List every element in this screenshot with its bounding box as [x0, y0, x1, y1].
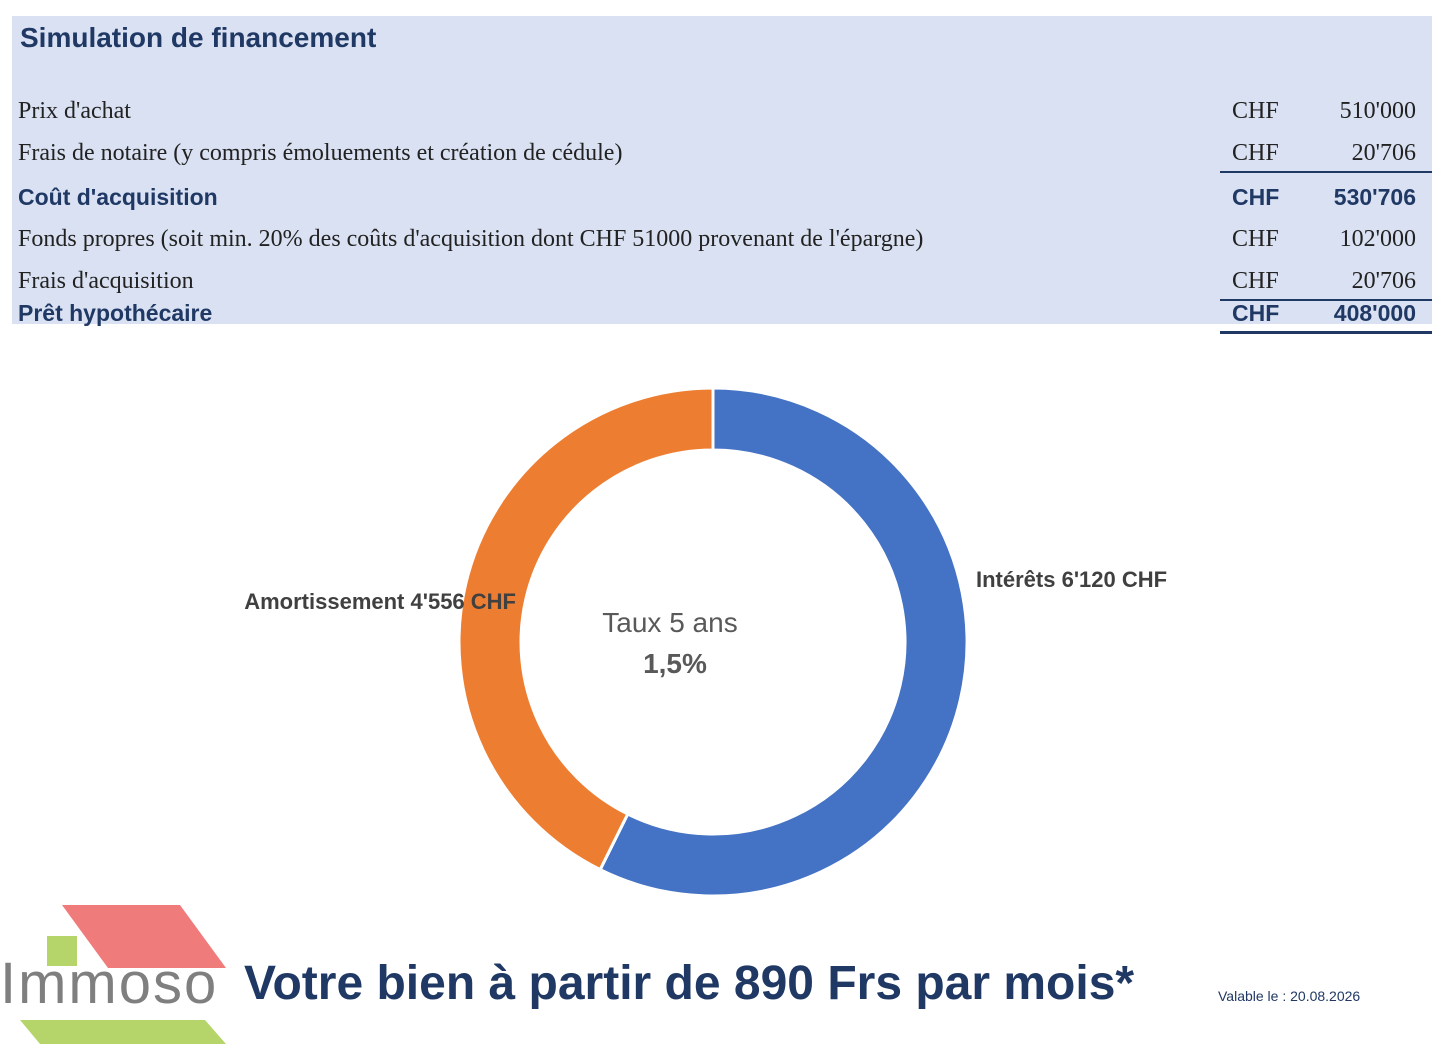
row-label: Coût d'acquisition: [18, 184, 218, 210]
validity-date: Valable le : 20.08.2026: [1218, 988, 1361, 1004]
row-label: Fonds propres (soit min. 20% des coûts d…: [18, 226, 924, 252]
table-row: Coût d'acquisition CHF 530'706: [12, 178, 1432, 214]
table-row: Fonds propres (soit min. 20% des coûts d…: [12, 222, 1432, 258]
slice-label-interets: Intérêts 6'120 CHF: [976, 567, 1167, 592]
financing-simulation-panel: Simulation de financement Prix d'achat C…: [12, 16, 1432, 334]
center-label-line-1: Taux 5 ans: [602, 607, 737, 638]
row-amount: 20'706: [1351, 268, 1416, 294]
row-currency: CHF: [1232, 268, 1279, 294]
row-amount: 510'000: [1339, 98, 1416, 124]
row-amount: 408'000: [1333, 300, 1416, 326]
logo-wordmark: Immoso: [0, 951, 219, 1016]
slice-label-amortissement: Amortissement 4'556 CHF: [244, 589, 516, 614]
immoso-logo: [20, 905, 226, 1044]
logo-base-shape: [20, 1020, 226, 1044]
table-row: Frais d'acquisition CHF 20'706: [12, 264, 1432, 301]
row-amount: 530'706: [1333, 184, 1416, 210]
total-divider: [1220, 331, 1432, 334]
row-amount: 102'000: [1339, 226, 1416, 252]
table-row: Frais de notaire (y compris émoluements …: [12, 136, 1432, 173]
table-row: Prix d'achat CHF 510'000: [12, 94, 1432, 130]
simulation-title: Simulation de financement: [20, 22, 377, 53]
row-amount: 20'706: [1351, 140, 1416, 166]
donut-slice-amortissement: [457, 386, 715, 872]
row-currency: CHF: [1232, 184, 1280, 210]
logo-square-shape: [47, 936, 77, 966]
donut-chart: Intérêts 6'120 CHF Amortissement 4'556 C…: [244, 386, 1167, 898]
row-currency: CHF: [1232, 300, 1280, 326]
row-currency: CHF: [1232, 98, 1279, 124]
row-label: Frais de notaire (y compris émoluements …: [18, 140, 623, 166]
subtotal-divider: [1220, 299, 1432, 301]
row-label: Prix d'achat: [18, 98, 131, 124]
center-label-line-2: 1,5%: [643, 648, 707, 679]
logo-roof-shape: [62, 905, 226, 968]
row-label: Prêt hypothécaire: [18, 300, 213, 326]
donut-slice-interets: [598, 386, 969, 898]
subtotal-divider: [1220, 171, 1432, 173]
row-currency: CHF: [1232, 226, 1279, 252]
row-currency: CHF: [1232, 140, 1279, 166]
promo-tagline: Votre bien à partir de 890 Frs par mois*: [244, 957, 1135, 1010]
table-row: Prêt hypothécaire CHF 408'000: [12, 294, 1432, 334]
row-label: Frais d'acquisition: [18, 268, 194, 294]
